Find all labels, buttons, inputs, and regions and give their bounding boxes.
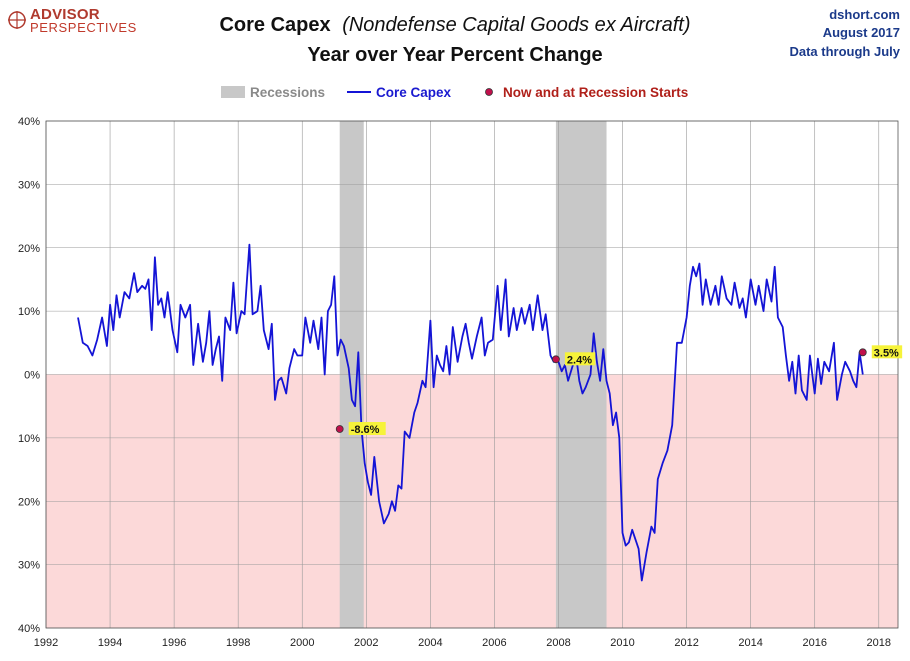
y-tick-label: 40% [18,116,40,128]
title-italic: (Nondefense Capital Goods ex Aircraft) [342,14,690,36]
series-layer [77,243,864,582]
series-line-core-capex [77,243,864,582]
title-bold: Core Capex [219,14,330,36]
x-tick-label: 2002 [354,637,378,649]
x-tick-label: 1992 [34,637,58,649]
x-tick-label: 1994 [98,637,122,649]
x-tick-label: 2000 [290,637,314,649]
source-site: dshort.com [829,7,900,22]
legend-recession-swatch [221,86,245,98]
y-tick-label: 0% [24,370,40,382]
x-tick-label: 2008 [546,637,570,649]
y-tick-label: 20% [18,243,40,255]
x-tick-label: 2010 [610,637,634,649]
chart-subtitle: Year over Year Percent Change [307,44,602,66]
y-tick-label: 10% [18,306,40,318]
marker-dot [552,355,560,364]
marker-label: -8.6% [351,424,380,436]
y-tick-label: 10% [18,433,40,445]
axes [45,120,899,629]
x-tick-label: 2014 [738,637,762,649]
x-tick-label: 1996 [162,637,186,649]
logo-text-line2: PERSPECTIVES [30,20,137,35]
legend-recessions-label: Recessions [250,85,325,100]
marker-label: 3.5% [874,347,899,359]
marker-dot [858,348,867,357]
marker-label-background [348,422,386,436]
y-tick-labels: 40% 30% 20% 10% 0% 10% 20% 30% 40% [18,116,40,635]
legend-marker-dot [485,88,493,96]
x-tick-label: 2016 [802,637,826,649]
y-tick-label: 40% [18,623,40,635]
legend-markers-label: Now and at Recession Starts [503,85,688,100]
x-tick-label: 2004 [418,637,442,649]
marker-label: 2.4% [567,354,592,366]
y-tick-label: 30% [18,179,40,191]
x-tick-label: 2012 [674,637,698,649]
legend-series-label: Core Capex [376,85,452,100]
chart-title: Core Capex (Nondefense Capital Goods ex … [219,14,690,36]
marker-label-background [564,352,596,366]
marker-dot [335,425,344,433]
x-tick-label: 2006 [482,637,506,649]
source-date: August 2017 [823,25,900,40]
logo-text-line1: ADVISOR [30,6,100,23]
source-data-note: Data through July [789,44,900,59]
x-tick-labels: 1992 1994 1996 1998 2000 2002 2004 2006 2008 2010… [34,637,891,649]
legend: Recessions Core Capex Now and at Recessi… [221,85,688,100]
advisor-perspectives-logo: ADVISOR PERSPECTIVES [8,6,137,35]
x-tick-label: 2018 [867,637,891,649]
plot-frame [45,120,899,629]
y-tick-label: 20% [18,496,40,508]
marker-label-background [871,345,903,359]
y-tick-label: 30% [18,560,40,572]
x-tick-label: 1998 [226,637,250,649]
marker-layer: -8.6% 2.4% 3.5% [335,345,903,436]
